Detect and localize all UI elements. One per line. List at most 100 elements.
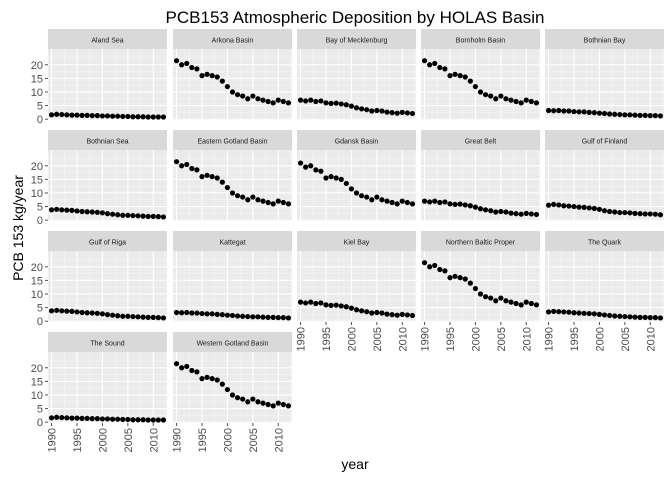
data-point (467, 203, 473, 209)
data-point (94, 416, 100, 422)
data-point (533, 211, 540, 218)
data-point (586, 310, 592, 317)
data-point (275, 198, 281, 204)
data-point (94, 209, 100, 215)
x-tick-label: 1990 (172, 428, 184, 452)
x-tick-label: 1995 (445, 327, 457, 351)
data-point (229, 190, 236, 196)
y-tick-label: 20 (31, 363, 43, 375)
data-point (472, 83, 479, 90)
facet-strip-label: Kattegat (219, 240, 245, 247)
data-point (79, 208, 85, 215)
data-point (150, 417, 156, 423)
facet-strip (48, 332, 167, 352)
facet-strip-label: Great Belt (465, 139, 497, 146)
data-point (576, 204, 582, 210)
facet-strip (173, 29, 292, 49)
data-point (379, 108, 385, 114)
data-point (308, 163, 314, 169)
data-point (234, 193, 241, 199)
data-point (566, 203, 572, 209)
data-point (160, 417, 167, 423)
data-point (234, 395, 241, 401)
data-point (556, 309, 562, 315)
data-point (109, 113, 116, 119)
data-point (214, 175, 220, 181)
data-point (571, 203, 577, 210)
data-point (229, 392, 236, 398)
data-point (622, 313, 628, 320)
data-point (647, 211, 653, 217)
data-point (545, 107, 552, 114)
data-point (482, 92, 489, 98)
data-point (627, 112, 633, 118)
y-tick-label: 10 (31, 390, 43, 402)
data-point (394, 110, 400, 116)
data-point (189, 165, 195, 172)
data-point (452, 273, 458, 279)
data-point (48, 112, 55, 118)
data-point (353, 307, 360, 313)
data-point (601, 312, 608, 318)
data-point (637, 314, 643, 320)
data-point (99, 311, 106, 317)
data-point (622, 209, 628, 216)
data-point (551, 201, 557, 208)
x-tick-label: 2010 (273, 428, 285, 452)
data-point (109, 416, 116, 422)
data-point (125, 212, 131, 218)
data-point (219, 179, 225, 185)
data-point (313, 98, 319, 105)
data-point (204, 71, 210, 77)
data-point (54, 414, 60, 420)
data-point (508, 299, 514, 305)
data-point (189, 310, 195, 316)
data-point (353, 190, 360, 196)
data-point (89, 310, 95, 316)
data-point (498, 208, 504, 215)
data-point (245, 197, 251, 203)
facet-strip (421, 29, 540, 49)
data-point (130, 212, 136, 219)
facet-panel: Gulf of Finland (545, 130, 664, 221)
data-point (472, 204, 479, 210)
data-point (586, 109, 592, 115)
facet-strip-label: The Quark (588, 240, 622, 247)
data-point (442, 199, 448, 205)
data-point (503, 209, 509, 215)
data-point (219, 78, 225, 84)
y-tick-label: 15 (31, 73, 43, 85)
data-point (224, 386, 231, 393)
data-point (389, 312, 395, 318)
facet-strip (545, 29, 664, 49)
data-point (462, 276, 468, 282)
data-point (404, 312, 410, 318)
data-point (404, 199, 410, 206)
data-point (498, 93, 504, 99)
y-tick-label: 0 (37, 417, 43, 429)
data-point (303, 98, 309, 104)
data-point (503, 96, 509, 102)
panel-background (173, 150, 292, 221)
y-tick-label: 0 (37, 215, 43, 227)
data-point (260, 314, 266, 320)
facet-strip-label: Bay of Mecklenburg (326, 38, 388, 45)
data-point (204, 172, 210, 178)
y-tick-label: 5 (37, 202, 43, 214)
x-tick-label: 2005 (372, 327, 384, 351)
facet-panel: The Sound (48, 332, 167, 423)
data-point (652, 113, 658, 119)
data-point (84, 310, 90, 316)
facet-strip (297, 231, 416, 251)
data-point (79, 112, 85, 118)
y-tick-label: 0 (37, 114, 43, 126)
data-point (528, 98, 534, 105)
facet-strip (297, 130, 416, 150)
data-point (601, 208, 608, 214)
data-point (364, 309, 370, 315)
data-point (189, 64, 195, 71)
data-point (84, 415, 90, 421)
data-point (214, 74, 220, 80)
data-point (285, 315, 292, 321)
